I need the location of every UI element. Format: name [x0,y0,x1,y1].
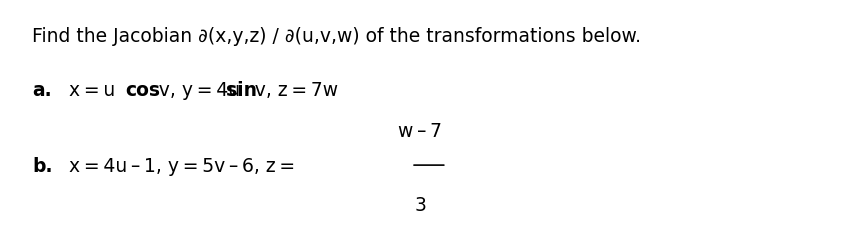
Text: x = u: x = u [63,81,119,99]
Text: sin: sin [226,81,257,99]
Text: w – 7: w – 7 [398,121,442,140]
Text: 3: 3 [415,195,426,214]
Text: v, z = 7w: v, z = 7w [251,81,338,99]
Text: b.: b. [32,156,52,175]
Text: cos: cos [125,81,160,99]
Text: v, y = 4u: v, y = 4u [155,81,244,99]
Text: a.: a. [32,81,52,99]
Text: Find the Jacobian ∂(x,y,z) / ∂(u,v,w) of the transformations below.: Find the Jacobian ∂(x,y,z) / ∂(u,v,w) of… [32,27,641,46]
Text: x = 4u – 1, y = 5v – 6, z =: x = 4u – 1, y = 5v – 6, z = [63,156,299,175]
